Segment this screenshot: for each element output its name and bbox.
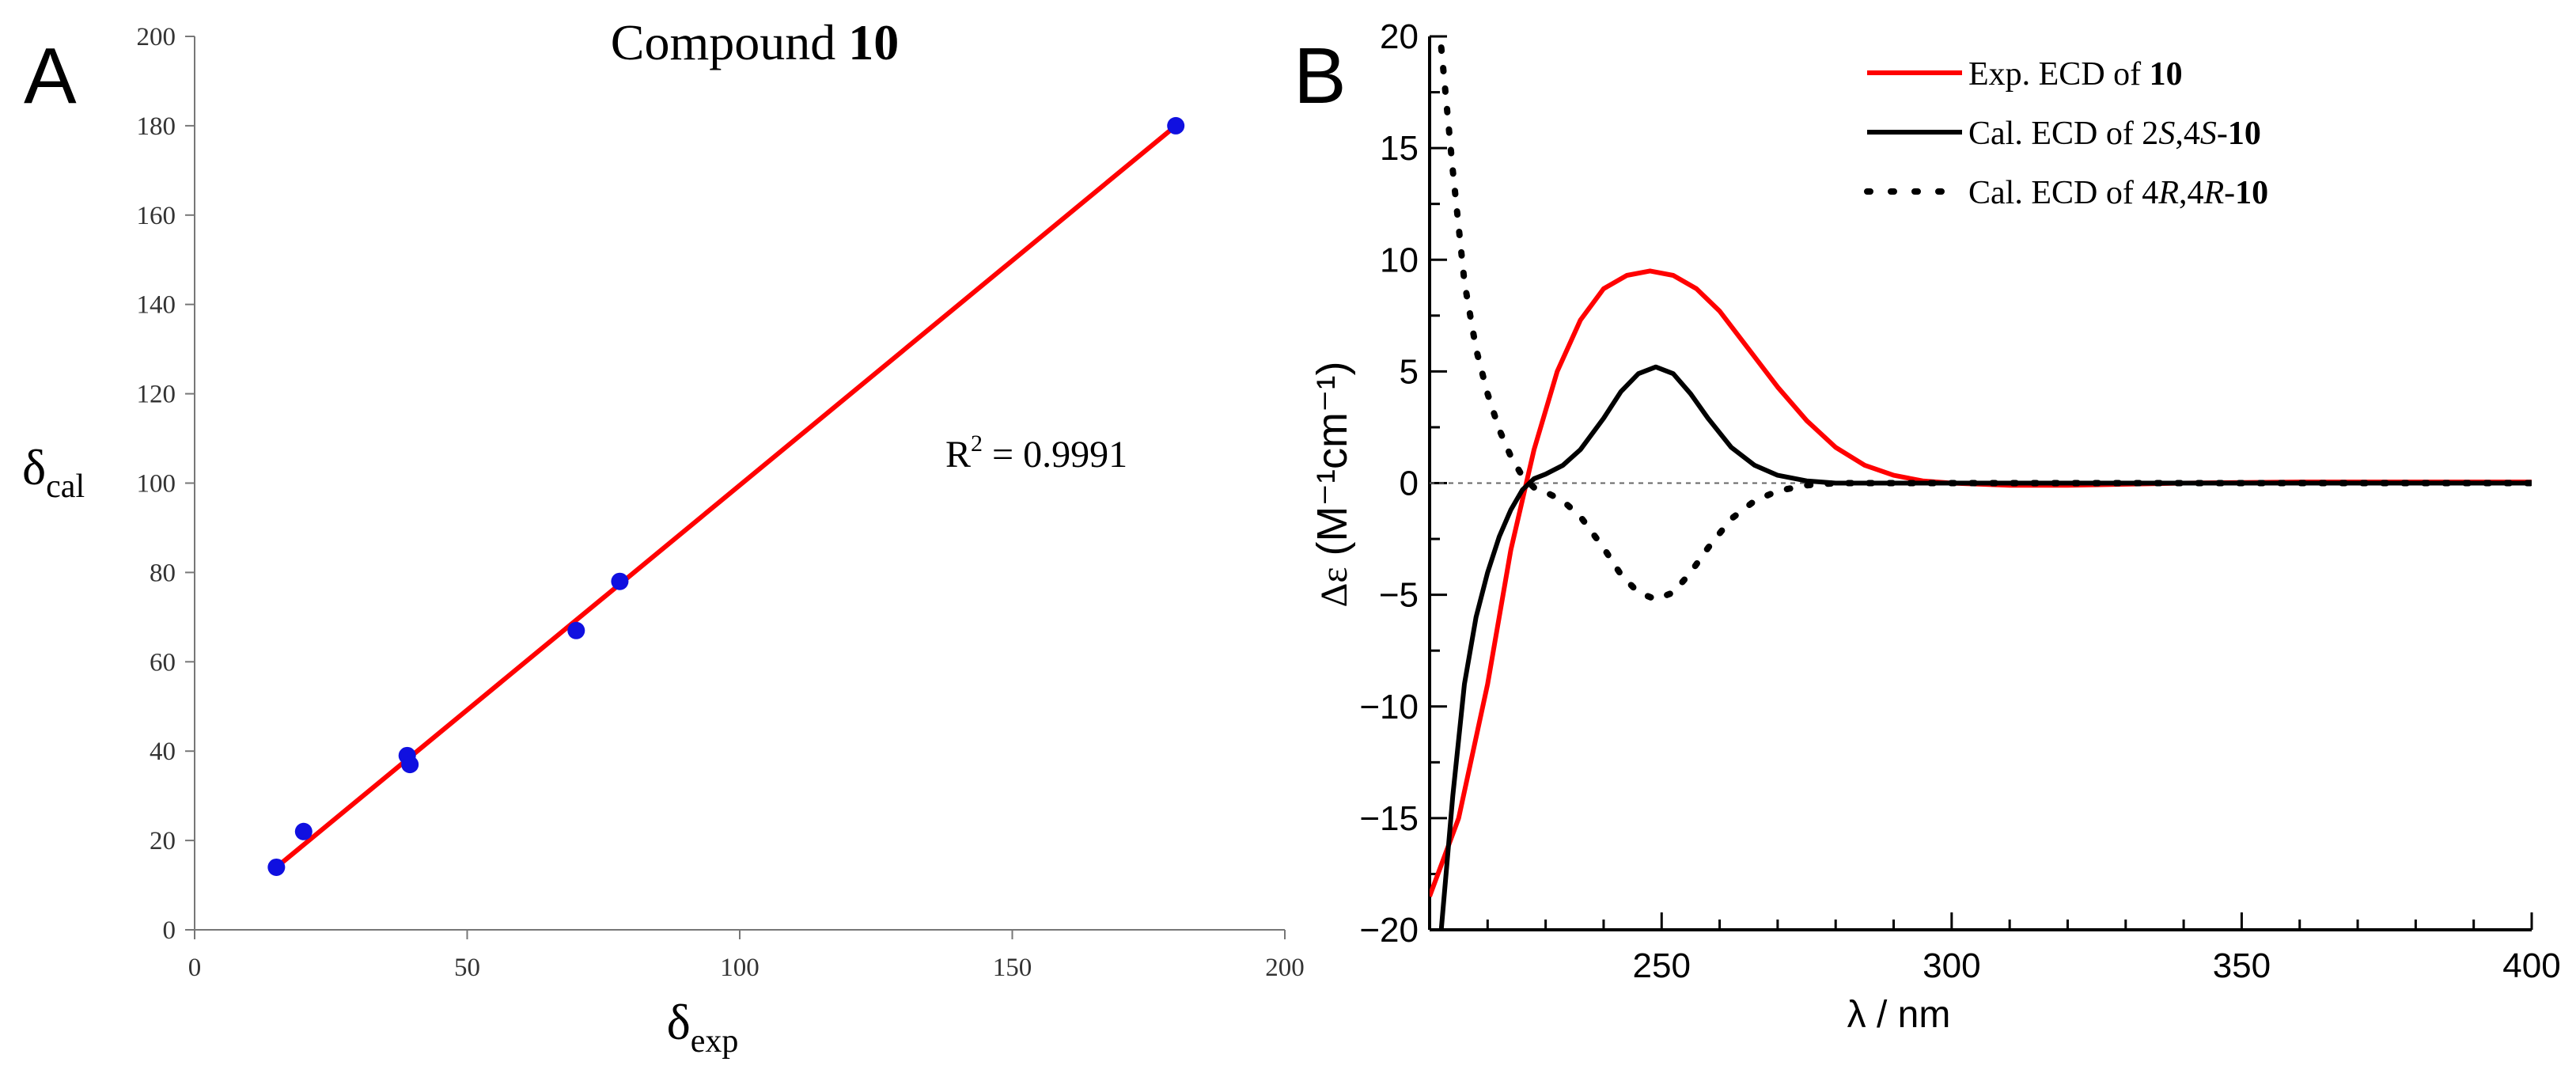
panel-a-y-tick-label: 160 — [137, 202, 176, 230]
panel-b-y-tick-label: −20 — [1359, 911, 1419, 950]
panel-a-ylabel: δcal — [22, 439, 85, 505]
panel-a-point — [401, 756, 419, 774]
panel-b-label: B — [1294, 32, 1347, 120]
panel-a-point — [267, 858, 286, 876]
panel-a-y-tick-label: 60 — [150, 648, 176, 677]
panel-b-series-line-2 — [1438, 44, 2532, 603]
panel-a-y-tick-label: 180 — [137, 112, 176, 141]
panel-a-title-bold: 10 — [848, 14, 899, 70]
panel-b-y-tick-label: 20 — [1380, 17, 1419, 56]
panel-a: A Compound 10 02040608010012014016018020… — [22, 14, 1305, 1060]
r-squared-sup: 2 — [971, 430, 983, 457]
panel-a-y-tick-label: 0 — [163, 916, 176, 945]
panel-b-ylabel: Δε (M⁻¹cm⁻¹) — [1309, 362, 1356, 608]
r-squared-base: R — [945, 434, 971, 476]
panel-b: B −20 −15 −10 −5 0 5 10 15 20 250 300 350 400 Exp. E… — [1294, 17, 2561, 1036]
panel-b-x-tick-label: 350 — [2213, 946, 2271, 985]
legend-label-part: 10 — [2235, 175, 2268, 211]
panel-a-point — [294, 822, 313, 840]
panel-a-point — [611, 572, 629, 590]
panel-a-y-tick-label: 200 — [137, 23, 176, 51]
panel-a-y-tick-label: 80 — [150, 559, 176, 587]
panel-a-x-tick-label: 150 — [993, 954, 1032, 982]
panel-a-point — [567, 621, 585, 639]
panel-b-x-tick-label: 300 — [1923, 946, 1980, 985]
legend-label-part: - — [2217, 116, 2228, 152]
panel-b-series — [1430, 44, 2532, 930]
panel-b-ylabel-unit: (M⁻¹cm⁻¹) — [1309, 362, 1356, 556]
legend-label-part: R — [2157, 175, 2179, 211]
panel-a-xlabel: δexp — [667, 994, 739, 1060]
legend-label-part: S — [2158, 116, 2175, 152]
panel-a-xlabel-sub: exp — [691, 1023, 739, 1060]
panel-b-y-tick-label: 5 — [1400, 352, 1419, 391]
panel-a-y-tick-label: 140 — [137, 291, 176, 320]
panel-b-y-tick-label: −15 — [1359, 799, 1419, 838]
panel-b-x-tick-label: 250 — [1633, 946, 1691, 985]
panel-a-y-tick-label: 20 — [150, 827, 176, 855]
panel-b-y-tick-label: 15 — [1380, 129, 1419, 168]
legend-label-part: Cal. ECD of 2 — [1968, 116, 2158, 152]
panel-a-ylabel-main: δ — [22, 439, 46, 495]
panel-b-series-line-1 — [1438, 364, 2532, 930]
panel-a-y-tick-label: 120 — [137, 381, 176, 409]
panel-b-y-tick-label: −5 — [1379, 576, 1419, 615]
panel-a-label: A — [24, 32, 77, 120]
panel-a-fit-line — [275, 123, 1178, 870]
panel-a-y-tick-label: 40 — [150, 738, 176, 766]
legend-label-part: R — [2203, 175, 2224, 211]
panel-b-axes: −20 −15 −10 −5 0 5 10 15 20 250 300 350 400 — [1359, 17, 2560, 985]
panel-b-y-tick-label: −10 — [1359, 688, 1419, 726]
legend-label-part: 10 — [2228, 116, 2261, 152]
panel-b-ylabel-prefix: Δε — [1313, 567, 1355, 607]
panel-a-point — [1167, 116, 1185, 135]
panel-a-x-tick-label: 50 — [454, 954, 480, 982]
panel-a-x-tick-label: 200 — [1265, 954, 1305, 982]
legend-label-part: ,4 — [2179, 175, 2204, 211]
panel-b-series-line-0 — [1430, 268, 2532, 897]
legend-label-0: Exp. ECD of 10 — [1968, 56, 2183, 93]
panel-a-title-prefix: Compound — [611, 14, 848, 70]
panel-b-y-tick-label: 10 — [1380, 241, 1419, 279]
legend-label-part: S — [2200, 116, 2217, 152]
panel-a-xlabel-main: δ — [667, 994, 691, 1050]
panel-a-x-tick-label: 0 — [188, 954, 202, 982]
legend-label-part: 10 — [2150, 56, 2183, 93]
legend-label-part: - — [2224, 175, 2235, 211]
panel-a-title: Compound 10 — [611, 14, 899, 70]
panel-a-x-tick-label: 100 — [720, 954, 760, 982]
panel-b-x-tick-label: 400 — [2502, 946, 2560, 985]
r-squared-annotation: R2 = 0.9991 — [945, 430, 1127, 476]
panel-b-xlabel: λ / nm — [1847, 994, 1951, 1036]
panel-a-ylabel-sub: cal — [46, 468, 85, 505]
panel-a-axes: 0 20 40 60 80 100 120 140 160 180 200 0 50 100 150 200 — [137, 23, 1305, 982]
legend-label-1: Cal. ECD of 2S,4S-10 — [1968, 116, 2261, 152]
panel-a-fit-line-group — [275, 123, 1178, 870]
legend-label-part: ,4 — [2175, 116, 2200, 152]
legend-label-2: Cal. ECD of 4R,4R-10 — [1968, 175, 2268, 211]
legend-label-part: Cal. ECD of 4 — [1968, 175, 2158, 211]
r-squared-value: = 0.9991 — [983, 434, 1127, 476]
panel-a-y-tick-label: 100 — [137, 470, 176, 499]
panel-a-points — [267, 116, 1185, 876]
panel-b-y-tick-label: 0 — [1400, 465, 1419, 503]
legend-label-part: Exp. ECD of — [1968, 56, 2150, 93]
